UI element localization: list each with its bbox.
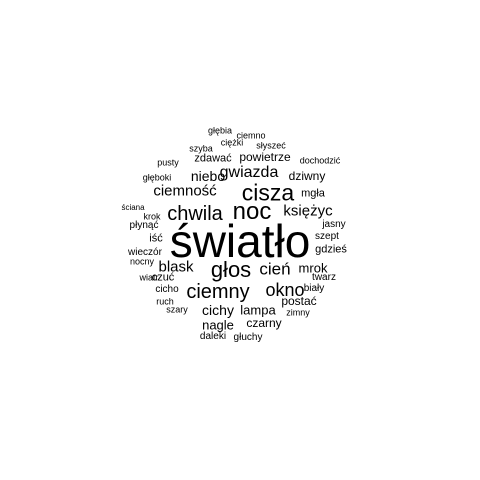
word-48: nocny [129, 256, 155, 267]
word-37: głuchy [233, 332, 263, 343]
word-20: powietrze [239, 150, 291, 164]
word-22: mgła [301, 187, 325, 200]
word-2: noc [232, 198, 272, 225]
word-36: daleki [199, 331, 227, 342]
word-6: okno [265, 280, 305, 300]
word-12: mrok [298, 260, 328, 276]
word-46: krok [143, 211, 161, 222]
word-17: czarny [246, 316, 282, 330]
word-43: dochodzić [299, 155, 341, 166]
word-16: niebo [190, 168, 226, 184]
word-9: ciemność [153, 182, 217, 200]
word-1: głos [210, 257, 252, 282]
word-7: cień [259, 259, 291, 279]
word-40: szyba [189, 143, 213, 154]
word-38: ciężki [220, 137, 244, 148]
word-32: płynąć [129, 220, 159, 231]
word-34: szary [166, 304, 188, 315]
word-15: nagle [202, 317, 234, 333]
word-11: blask [158, 258, 194, 276]
word-26: wieczór [128, 247, 162, 258]
word-25: gdzieś [315, 243, 347, 256]
word-0: światło [169, 215, 311, 267]
word-29: biały [303, 283, 325, 294]
word-5: chwila [167, 203, 223, 225]
word-14: lampa [240, 302, 276, 318]
word-8: księżyc [283, 202, 333, 220]
word-13: cichy [202, 302, 234, 318]
word-35: zimny [286, 307, 310, 318]
word-39: słyszeć [256, 140, 286, 151]
word-47: ściana [121, 203, 145, 212]
word-27: szept [315, 231, 339, 242]
word-31: jasny [322, 219, 346, 230]
word-21: zdawać [194, 152, 232, 165]
word-24: czuć [151, 271, 175, 284]
word-30: twarz [312, 272, 336, 283]
word-42: pusty [157, 157, 179, 168]
word-44: głębia [207, 125, 233, 136]
word-18: dziwny [288, 169, 326, 183]
word-28: cicho [155, 284, 179, 295]
word-41: głęboki [142, 172, 172, 183]
word-33: ruch [156, 296, 174, 307]
word-23: iść [149, 232, 163, 245]
word-3: cisza [241, 179, 295, 206]
word-19: postać [281, 294, 317, 308]
word-4: ciemny [186, 281, 250, 303]
word-10: gwiazda [219, 164, 279, 181]
word-45: ciemno [236, 130, 266, 141]
word-49: wiatr [139, 272, 159, 283]
